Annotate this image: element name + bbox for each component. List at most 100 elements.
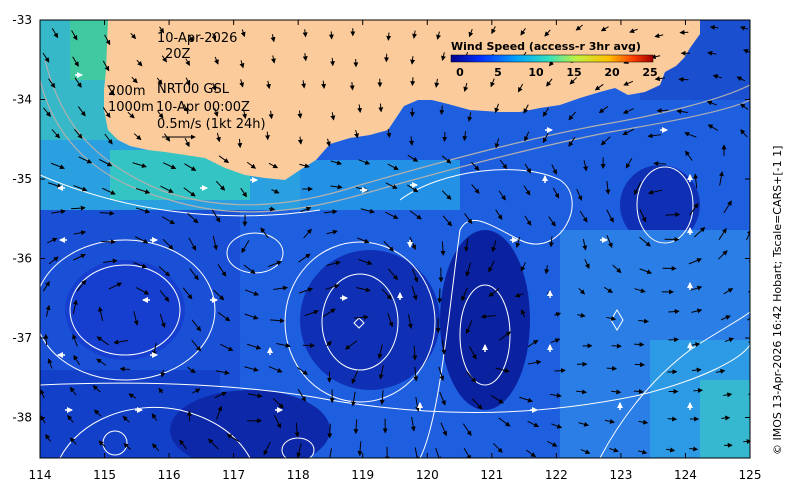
current-vector xyxy=(552,187,560,199)
current-vector xyxy=(471,398,483,410)
current-vector xyxy=(751,364,759,367)
legend-tick-label: 15 xyxy=(566,66,581,79)
current-vector xyxy=(544,29,551,37)
current-vector xyxy=(639,268,653,275)
current-vector xyxy=(42,52,50,63)
current-vector xyxy=(638,318,649,324)
current-vector xyxy=(45,434,52,442)
legend-tick-label: 5 xyxy=(494,66,502,79)
current-vector xyxy=(270,318,285,324)
current-vector xyxy=(73,230,87,236)
current-vector xyxy=(96,336,109,346)
current-vector xyxy=(490,78,495,88)
current-vector xyxy=(73,354,81,366)
legend-colorbar xyxy=(450,54,654,63)
current-vector xyxy=(519,396,534,403)
current-vector xyxy=(156,77,163,85)
current-vector xyxy=(263,441,271,456)
current-vector xyxy=(523,104,529,114)
current-vector xyxy=(693,387,704,393)
current-vector xyxy=(187,212,199,224)
current-vector xyxy=(718,171,724,186)
current-vector xyxy=(413,366,419,382)
current-vector xyxy=(412,345,418,361)
current-vector xyxy=(470,161,480,171)
current-vector xyxy=(42,280,50,292)
current-vector xyxy=(579,210,588,223)
current-vector xyxy=(128,393,137,399)
current-vector xyxy=(468,29,474,38)
current-vector xyxy=(383,240,394,252)
current-vector xyxy=(598,106,609,114)
current-vector xyxy=(294,422,300,438)
current-vector xyxy=(740,129,748,138)
current-vector xyxy=(72,299,78,315)
y-axis: -33 -34 -35 -36 -37 -38 xyxy=(12,13,750,425)
current-vector xyxy=(274,415,281,429)
current-vector xyxy=(498,417,511,427)
current-vector xyxy=(184,163,197,171)
current-vector xyxy=(410,56,416,65)
current-vector xyxy=(410,77,416,87)
current-vector xyxy=(717,250,728,260)
x-tick-label: 123 xyxy=(609,468,632,482)
current-vector xyxy=(578,288,586,295)
current-vector xyxy=(629,28,638,33)
current-vector xyxy=(442,132,448,142)
current-vector xyxy=(410,416,416,432)
current-vector xyxy=(325,138,331,147)
y-tick-label: -37 xyxy=(12,331,32,345)
current-vector xyxy=(584,259,590,269)
current-vector xyxy=(133,261,148,269)
x-tick-label: 125 xyxy=(739,468,762,482)
current-vector xyxy=(113,339,129,345)
current-vector xyxy=(108,282,123,290)
current-vector xyxy=(213,289,225,301)
current-vector xyxy=(435,448,442,458)
current-vector xyxy=(647,189,663,195)
current-vector xyxy=(226,434,240,443)
current-vector xyxy=(494,138,500,149)
current-vector xyxy=(325,283,340,290)
current-vector xyxy=(569,77,578,85)
current-vector xyxy=(107,84,115,96)
legend-ticks: 0 5 10 15 20 25 xyxy=(456,66,657,79)
current-vector xyxy=(360,208,375,214)
current-vector xyxy=(158,387,164,394)
current-vector xyxy=(633,389,644,395)
wind-speed-legend: Wind Speed (access-r 3hr avg) 0 5 10 15 20 25 xyxy=(450,40,658,79)
current-vector xyxy=(409,136,414,146)
y-tick-label: -35 xyxy=(12,172,32,186)
current-vector xyxy=(183,187,196,197)
current-vector xyxy=(72,56,79,67)
y-tick-label: -38 xyxy=(12,411,32,425)
current-vector xyxy=(76,279,87,292)
map-annotations: 10-Apr-2026 20Z 200m NRT00 GSL 1000m 10-… xyxy=(108,31,266,140)
current-vector xyxy=(723,288,734,295)
current-vector xyxy=(745,229,750,241)
current-vector xyxy=(495,209,503,220)
current-vector xyxy=(498,331,512,341)
current-vector xyxy=(568,136,576,147)
current-vector xyxy=(388,268,399,281)
current-vector xyxy=(217,264,227,277)
current-vector xyxy=(524,215,532,226)
current-vector xyxy=(551,423,563,429)
current-vector xyxy=(159,290,170,302)
x-axis: 114 115 116 117 118 119 120 121 122 123 124 125 xyxy=(29,20,762,482)
y-tick-label: -34 xyxy=(12,93,32,107)
current-vector xyxy=(467,112,473,122)
current-vector xyxy=(441,190,452,200)
current-vector xyxy=(214,56,219,65)
current-vector xyxy=(605,180,611,195)
current-vector xyxy=(746,317,750,321)
current-vector xyxy=(240,187,247,198)
current-vector xyxy=(244,313,259,320)
x-tick-label: 119 xyxy=(351,468,374,482)
current-vector xyxy=(634,181,642,196)
current-vector xyxy=(213,108,219,117)
current-vector xyxy=(490,395,504,404)
current-vector xyxy=(301,80,307,89)
current-vector xyxy=(237,138,243,149)
current-vector xyxy=(267,260,282,268)
